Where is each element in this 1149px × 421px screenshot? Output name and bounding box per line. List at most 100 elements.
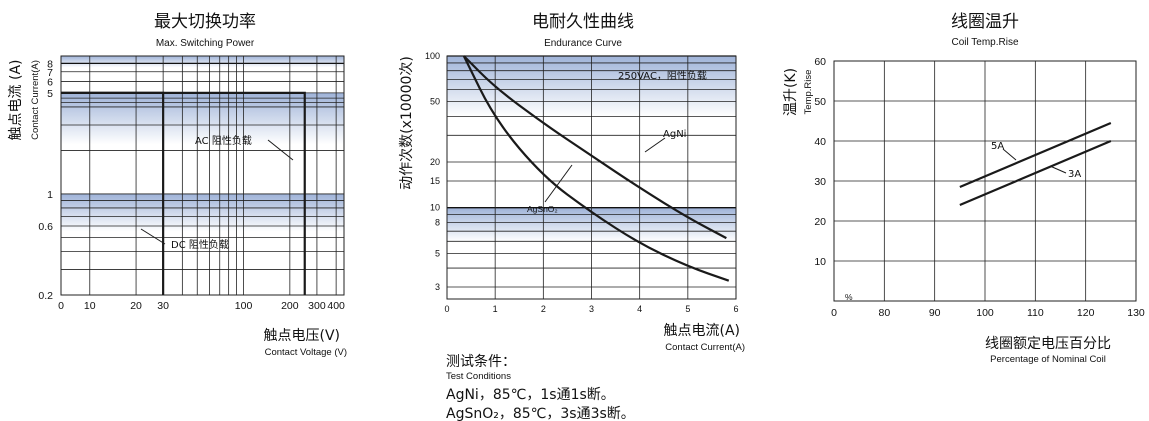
- chart1-x-tick-label: 100: [235, 300, 253, 312]
- chart3-frame: [833, 60, 1137, 302]
- chart3-x-tick-label: 90: [929, 307, 941, 319]
- chart3-series: [959, 121, 1112, 207]
- chart1-series: [61, 91, 306, 295]
- chart2-y-tick-label: 3: [435, 282, 440, 292]
- chart3-y-tick-label: 40: [814, 136, 826, 148]
- chart2-y-tick-label: 10: [430, 203, 440, 213]
- chart1-x-tick-label: 10: [84, 300, 96, 312]
- chart1-band-top: [61, 56, 344, 68]
- chart1-frame: [60, 55, 345, 296]
- chart2-y-tick-label: 8: [435, 217, 440, 227]
- chart2-series: [462, 55, 730, 282]
- chart2-x-tick-label: 1: [493, 304, 498, 314]
- chart3-y-tick-label: 50: [814, 96, 826, 108]
- chart1-xlabel: 触点电压(V): [263, 328, 340, 344]
- chart3-y-tick-label: 30: [814, 176, 826, 188]
- chart2-subtitle: Endurance Curve: [544, 38, 622, 49]
- chart2-y-tick-label: 5: [435, 248, 440, 258]
- test-conditions-title: 测试条件：: [446, 353, 516, 370]
- chart3-y-tick-label: 10: [814, 256, 826, 268]
- chart1-x-tick-label: 400: [327, 300, 345, 312]
- chart2-y-tick-label: 100: [425, 51, 440, 61]
- chart1-title: 最大切换功率: [154, 12, 256, 32]
- chart3-annotation-3a: 3A: [1068, 169, 1081, 180]
- chart3-x-tick-label: 0: [831, 307, 837, 319]
- chart2-agsno2-pointer: [544, 164, 573, 203]
- chart2-x-tick-label: 0: [444, 304, 449, 314]
- chart2-agni-pointer: [644, 137, 666, 153]
- chart1-y-tick-label: 1: [47, 189, 53, 201]
- chart2-x-tick-label: 6: [733, 304, 738, 314]
- chart1-y-tick-label: 7: [47, 67, 53, 79]
- test-condition-line-agsno2: AgSnO₂，85℃，3s通3s断。: [446, 406, 635, 421]
- chart1-y-tick-label: 5: [47, 88, 53, 100]
- chart1-y-tick-label: 0.6: [38, 221, 53, 233]
- chart2-y-tick-label: 20: [430, 157, 440, 167]
- chart3-ylabel: 温升(K): [783, 68, 799, 116]
- chart1-band-mid: [61, 92, 344, 145]
- chart3-annotation-percent: %: [845, 292, 853, 302]
- chart1-ylabel: 触点电流 (A): [8, 60, 24, 141]
- chart2-ylabel: 动作次数(x10000次): [399, 56, 415, 190]
- chart2-series-line-agni: [463, 55, 727, 240]
- chart3-xlabel: 线圈额定电压百分比: [985, 336, 1111, 352]
- chart1-xlabel-en: Contact Voltage (V): [265, 347, 347, 358]
- chart3-x-tick-label: 120: [1077, 307, 1095, 319]
- chart3-annotation-5a: 5A: [991, 141, 1004, 152]
- chart2-y-tick-label: 15: [430, 176, 440, 186]
- chart1-x-tick-label: 200: [281, 300, 299, 312]
- chart3-xlabel-en: Percentage of Nominal Coil: [990, 354, 1106, 365]
- test-condition-line-agni: AgNi，85℃，1s通1s断。: [446, 387, 615, 403]
- chart2-x-tick-label: 3: [589, 304, 594, 314]
- chart2-frame: [446, 55, 737, 300]
- chart3-y-tick-label: 60: [814, 56, 826, 68]
- chart2-y-tick-label: 50: [430, 97, 440, 107]
- chart-coil-temp-rise: 线圈温升 Coil Temp.Rise 0 80 90 100 110 120 130 10 2…: [783, 12, 1145, 365]
- chart2-xlabel-en: Contact Current(A): [665, 342, 745, 353]
- chart3-ticks: 0 80 90 100 110 120 130 10 20 30 40 50 60: [814, 56, 1145, 319]
- chart1-ylabel-en: Contact Current(A): [30, 60, 41, 140]
- chart3-x-tick-label: 80: [878, 307, 890, 319]
- chart3-x-tick-label: 100: [976, 307, 994, 319]
- chart3-x-tick-label: 110: [1027, 307, 1044, 319]
- chart2-title: 电耐久性曲线: [532, 12, 634, 32]
- chart1-y-tick-label: 6: [47, 76, 53, 88]
- chart3-3a-pointer: [1049, 165, 1067, 174]
- chart2-xlabel: 触点电流(A): [663, 323, 740, 339]
- test-conditions-title-en: Test Conditions: [446, 371, 511, 382]
- chart2-annotation-condition: 250VAC，阻性负载: [618, 69, 707, 82]
- chart1-ac-pointer: [267, 139, 294, 161]
- chart3-x-tick-label: 130: [1127, 307, 1145, 319]
- chart2-x-tick-label: 5: [685, 304, 690, 314]
- chart3-series-line-5a: [959, 121, 1112, 189]
- test-conditions: 测试条件： Test Conditions AgNi，85℃，1s通1s断。 A…: [446, 353, 635, 421]
- chart3-grid: [834, 61, 1136, 301]
- chart3-subtitle: Coil Temp.Rise: [951, 37, 1018, 48]
- chart2-annotation-agsno2: AgSnO₂: [527, 204, 558, 214]
- chart2-x-tick-label: 4: [637, 304, 642, 314]
- chart1-grid: [61, 56, 344, 295]
- chart1-annotation-dc: DC 阻性负载: [171, 238, 229, 251]
- chart3-5a-pointer: [1002, 148, 1017, 161]
- chart1-dc-pointer: [140, 228, 166, 245]
- chart1-x-tick-label: 30: [157, 300, 169, 312]
- chart1-y-tick-label: 0.2: [38, 290, 53, 302]
- chart1-series-line-dc: [61, 91, 165, 295]
- chart1-x-tick-label: 300: [308, 300, 326, 312]
- chart1-annotation-ac: AC 阻性负载: [195, 134, 252, 147]
- chart3-title: 线圈温升: [951, 12, 1019, 32]
- chart1-x-tick-label: 0: [58, 300, 64, 312]
- chart1-subtitle: Max. Switching Power: [156, 38, 255, 49]
- chart1-x-tick-label: 20: [130, 300, 142, 312]
- chart3-y-tick-label: 20: [814, 216, 826, 228]
- chart2-series-line-agsno2: [462, 55, 730, 282]
- chart2-annotation-agni: AgNi: [663, 129, 686, 140]
- chart3-series-line-3a: [959, 139, 1112, 207]
- chart3-ylabel-en: Temp.Rise: [803, 70, 814, 115]
- chart2-ticks: 0 1 2 3 4 5 6 3 5 8 10 15 20 50 100: [425, 51, 739, 314]
- chart1-y-tick-label: 8: [47, 58, 53, 70]
- chart2-x-tick-label: 2: [541, 304, 546, 314]
- chart-max-switching-power: 最大切换功率 Max. Switching Power 0 10 20 30 100 20…: [8, 12, 347, 358]
